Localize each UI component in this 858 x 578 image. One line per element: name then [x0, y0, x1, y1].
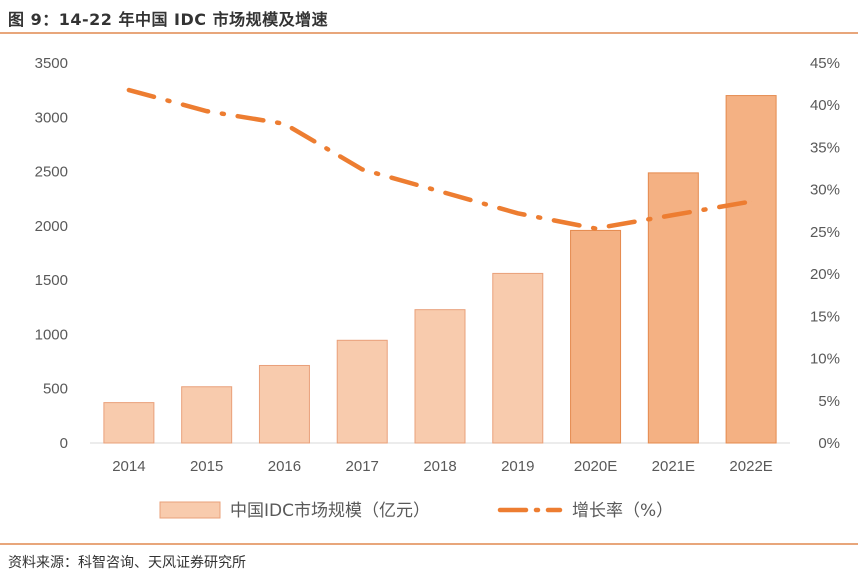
- growth-rate-line: [126, 87, 754, 231]
- bar: [570, 229, 622, 444]
- left-axis-tick-label: 1000: [35, 326, 68, 343]
- left-axis-tick-label: 3500: [35, 55, 68, 72]
- legend-swatch-bar: [159, 501, 221, 519]
- right-axis-tick-label: 25%: [810, 224, 840, 241]
- x-axis-tick-label: 2014: [112, 458, 145, 475]
- bar: [647, 172, 699, 444]
- bar: [336, 339, 388, 444]
- x-axis-tick-label: 2022E: [729, 458, 772, 475]
- x-axis-tick-label: 2016: [268, 458, 301, 475]
- x-axis-tick-label: 2018: [423, 458, 456, 475]
- bar: [414, 309, 466, 444]
- left-axis-tick-label: 2000: [35, 218, 68, 235]
- left-axis-tick-label: 2500: [35, 164, 68, 181]
- x-axis-tick-label: 2020E: [574, 458, 617, 475]
- bottom-divider: [0, 543, 858, 545]
- right-axis-tick-label: 40%: [810, 97, 840, 114]
- right-axis-tick-label: 35%: [810, 139, 840, 156]
- left-axis-tick-label: 1500: [35, 272, 68, 289]
- x-axis-tick-label: 2021E: [652, 458, 695, 475]
- legend-label-line: 增长率（%）: [572, 501, 673, 521]
- bar: [725, 95, 777, 444]
- bar: [492, 272, 544, 444]
- right-axis-tick-label: 30%: [810, 182, 840, 199]
- chart-area: 0 500 1000 1500 2000 2500 3000 3500 0% 5% 10% 15% 20…: [35, 55, 840, 521]
- x-axis-tick-label: 2017: [346, 458, 379, 475]
- right-axis-tick-label: 15%: [810, 308, 840, 325]
- right-axis-tick-label: 45%: [810, 55, 840, 72]
- bar: [181, 386, 233, 444]
- x-axis-tick-label: 2015: [190, 458, 223, 475]
- x-axis-tick-label: 2019: [501, 458, 534, 475]
- bar: [258, 364, 310, 444]
- top-divider: [0, 32, 858, 34]
- chart-title: 图 9：14-22 年中国 IDC 市场规模及增速: [8, 10, 329, 29]
- left-axis-tick-label: 500: [43, 381, 68, 398]
- right-axis-tick-label: 0%: [818, 435, 840, 452]
- right-axis-tick-label: 10%: [810, 351, 840, 368]
- right-axis-tick-label: 5%: [818, 393, 840, 410]
- source-note: 资料来源：科智咨询、天风证券研究所: [8, 555, 246, 571]
- legend-label-bar: 中国IDC市场规模（亿元）: [230, 501, 430, 521]
- bar: [103, 402, 155, 444]
- left-axis-tick-label: 0: [60, 435, 68, 452]
- right-axis-tick-label: 20%: [810, 266, 840, 283]
- left-axis-tick-label: 3000: [35, 109, 68, 126]
